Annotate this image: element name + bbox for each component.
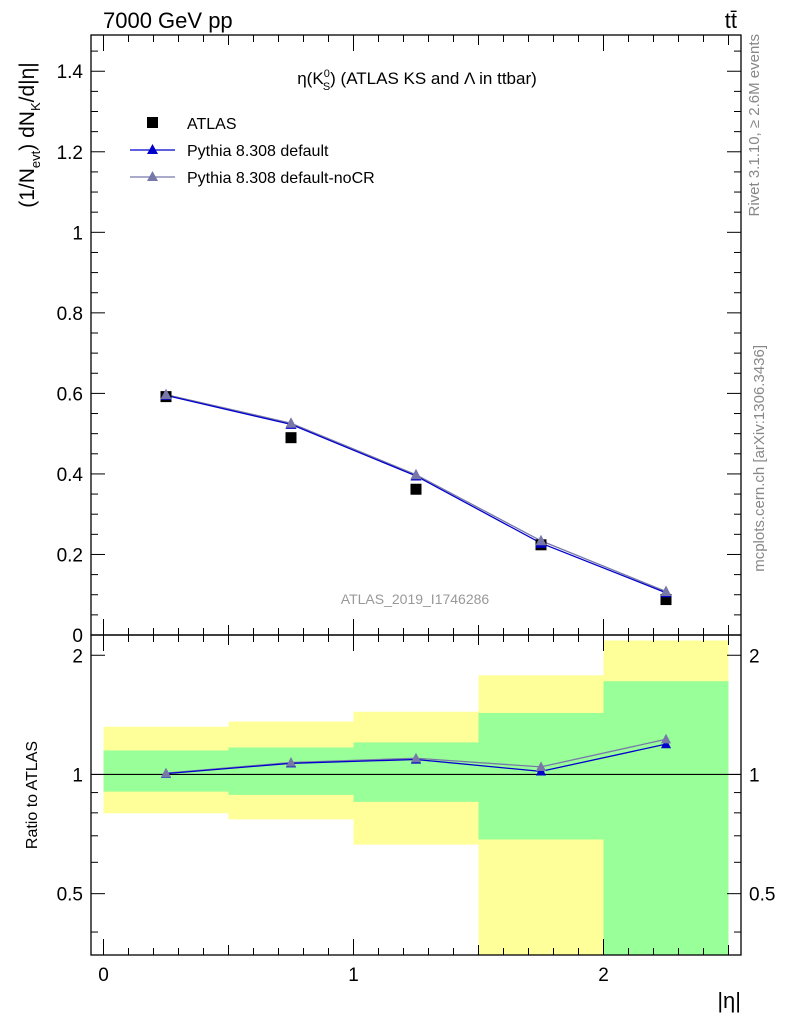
ratio-x-ticks: 0 1 2	[98, 635, 729, 986]
legend-pythia-nocr-label: Pythia 8.308 default-noCR	[187, 170, 375, 187]
chart-title: η(K0 S) (ATLAS KS and Λ in ttbar)	[297, 68, 537, 93]
x-axis-label: |η|	[717, 988, 741, 1013]
legend-atlas-label: ATLAS	[187, 116, 237, 133]
top-y-tick-label: 1.2	[57, 143, 83, 164]
legend-pythia-nocr-marker	[147, 171, 158, 181]
mcplots-label: mcplots.cern.ch [arXiv:1306.3436]	[751, 345, 768, 572]
ratio-x-tick-label: 1	[348, 965, 359, 986]
legend-pythia-default-marker	[147, 144, 158, 154]
top-y-tick-label: 0.4	[57, 465, 84, 486]
ratio-markers	[160, 733, 672, 778]
pythia-point-2	[535, 534, 547, 546]
ratio-y-tick-label-right: 2	[749, 646, 760, 667]
ratio-band-inner	[603, 681, 729, 955]
ratio-band-inner	[228, 747, 354, 795]
ratio-frame	[90, 634, 742, 956]
analysis-id-label: ATLAS_2019_I1746286	[341, 591, 490, 607]
atlas-data-point	[285, 432, 297, 444]
ratio-point-0	[660, 738, 672, 749]
ratio-bands	[103, 640, 729, 955]
top-y-ticks: 0 0.2 0.4 0.6 0.8 1 1.2 1.4	[57, 50, 741, 647]
top-x-ticks	[103, 35, 729, 635]
top-y-tick-label: 0.8	[57, 304, 83, 325]
ratio-y-tick-label-right: 1	[749, 765, 760, 786]
ratio-band-inner	[478, 712, 604, 840]
ratio-y-tick-label: 1	[72, 765, 83, 786]
top-panel: 0 0.2 0.4 0.6 0.8 1 1.2 1.4 η(K0 S) (ATLAS KS an…	[16, 34, 742, 647]
legend-pythia-default-label: Pythia 8.308 default	[187, 143, 329, 160]
ratio-y-tick-label-right: 0.5	[749, 885, 775, 906]
ratio-y-tick-label: 0.5	[57, 885, 83, 906]
ratio-x-tick-label: 0	[98, 965, 109, 986]
ratio-y-tick-label: 2	[72, 646, 83, 667]
pythia-point-2	[660, 585, 672, 597]
top-y-tick-label: 0.2	[57, 545, 83, 566]
legend: ATLAS Pythia 8.308 default Pythia 8.308 …	[130, 116, 375, 187]
top-markers	[160, 388, 672, 606]
energy-label: 7000 GeV pp	[103, 8, 233, 33]
ratio-band-inner	[353, 742, 479, 802]
ratio-point-1	[410, 752, 422, 763]
top-y-tick-label: 0	[72, 626, 83, 647]
rivet-label: Rivet 3.1.10, ≥ 2.6M events	[746, 34, 763, 217]
atlas-data-point	[660, 594, 672, 606]
process-label: tt̄	[725, 8, 737, 33]
pythia-point-2	[410, 468, 422, 480]
ratio-y-axis-label: Ratio to ATLAS	[24, 741, 41, 849]
top-y-tick-label: 1.4	[57, 62, 84, 83]
legend-atlas-marker	[147, 117, 158, 128]
top-y-axis-label: (1/Nevt) dNK/d|η|	[16, 62, 43, 208]
ratio-point-1	[535, 761, 547, 772]
pythia-point-2	[160, 388, 172, 400]
ratio-panel: 0.5 0.5 1 1 2 2 0 1 2 Ratio to ATLAS |η|	[24, 634, 775, 1013]
ratio-x-tick-label: 2	[598, 965, 609, 986]
top-y-tick-label: 0.6	[57, 384, 83, 405]
ratio-point-1	[160, 767, 172, 778]
ratio-point-1	[660, 733, 672, 744]
pythia-point-2	[285, 417, 297, 428]
ratio-y-ticks: 0.5 0.5 1 1 2 2	[57, 646, 775, 933]
atlas-data-point	[410, 483, 422, 495]
ratio-point-1	[285, 757, 297, 767]
top-y-tick-label: 1	[72, 223, 83, 244]
